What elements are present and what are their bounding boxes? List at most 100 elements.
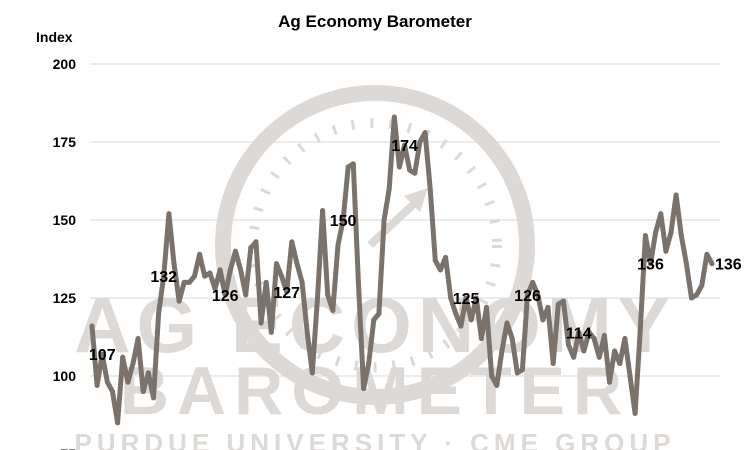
- data-point: [361, 385, 367, 391]
- data-label: 127: [273, 285, 300, 302]
- data-point: [232, 248, 238, 254]
- data-point: [514, 370, 520, 376]
- data-point: [535, 292, 541, 298]
- data-point: [591, 336, 597, 342]
- data-point: [694, 292, 700, 298]
- chart-title: Ag Economy Barometer: [278, 12, 472, 31]
- data-point: [489, 373, 495, 379]
- watermark-line3: PURDUE UNIVERSITY · CME GROUP: [74, 428, 675, 450]
- data-point: [612, 348, 618, 354]
- data-point: [632, 410, 638, 416]
- data-point: [678, 233, 684, 239]
- data-point: [663, 248, 669, 254]
- series-group: [89, 114, 715, 426]
- data-point: [617, 361, 623, 367]
- data-label: 126: [212, 288, 239, 305]
- data-point: [294, 261, 300, 267]
- data-label: 125: [453, 291, 480, 308]
- data-point: [320, 208, 326, 214]
- data-point: [637, 326, 643, 332]
- y-tick-label: 100: [53, 368, 77, 384]
- data-point: [468, 317, 474, 323]
- data-point: [104, 379, 110, 385]
- watermark-line2: BAROMETER: [120, 353, 630, 429]
- data-point: [607, 379, 613, 385]
- data-point: [427, 186, 433, 192]
- data-point: [325, 292, 331, 298]
- data-point: [478, 336, 484, 342]
- y-tick-labels: 75 100 125 150 175 200: [53, 56, 77, 450]
- data-point: [350, 161, 356, 167]
- data-point: [571, 354, 577, 360]
- data-point: [422, 130, 428, 136]
- data-point: [268, 329, 274, 335]
- data-point: [509, 336, 515, 342]
- data-point: [499, 348, 505, 354]
- data-point: [94, 382, 100, 388]
- data-point: [596, 354, 602, 360]
- data-point: [340, 217, 346, 223]
- data-point: [99, 351, 105, 357]
- data-point: [217, 267, 223, 273]
- data-point: [253, 239, 259, 245]
- data-point: [689, 295, 695, 301]
- data-point: [243, 292, 249, 298]
- data-point: [140, 389, 146, 395]
- data-point: [248, 245, 254, 251]
- data-point: [258, 320, 264, 326]
- data-point: [197, 251, 203, 257]
- data-point: [407, 167, 413, 173]
- y-tick-label: 200: [53, 56, 77, 72]
- data-point: [166, 211, 172, 217]
- data-point: [453, 311, 459, 317]
- data-point: [386, 186, 392, 192]
- data-point: [284, 289, 290, 295]
- data-label: 150: [330, 213, 357, 230]
- data-point: [191, 273, 197, 279]
- data-point: [566, 342, 572, 348]
- data-point: [417, 139, 423, 145]
- data-point: [458, 323, 464, 329]
- data-point: [402, 142, 408, 148]
- data-point: [704, 251, 710, 257]
- data-point: [330, 307, 336, 313]
- data-point: [709, 261, 715, 267]
- data-point: [222, 292, 228, 298]
- data-point: [212, 286, 218, 292]
- data-point: [653, 229, 659, 235]
- data-point: [668, 229, 674, 235]
- data-point: [494, 382, 500, 388]
- data-point: [432, 258, 438, 264]
- y-tick-label: 150: [53, 212, 77, 228]
- data-label: 174: [391, 138, 418, 155]
- data-point: [673, 192, 679, 198]
- data-point: [314, 295, 320, 301]
- data-point: [273, 261, 279, 267]
- data-point: [627, 373, 633, 379]
- data-point: [473, 295, 479, 301]
- data-point: [504, 320, 510, 326]
- data-point: [381, 217, 387, 223]
- data-point: [89, 323, 95, 329]
- data-point: [371, 317, 377, 323]
- data-point: [448, 295, 454, 301]
- data-point: [642, 233, 648, 239]
- data-point: [263, 279, 269, 285]
- data-point: [156, 311, 162, 317]
- data-point: [545, 304, 551, 310]
- data-point: [576, 329, 582, 335]
- watermark-gauge-ring: [215, 85, 535, 405]
- data-point: [115, 420, 121, 426]
- data-point: [463, 295, 469, 301]
- data-point: [622, 336, 628, 342]
- data-point: [484, 304, 490, 310]
- data-point: [150, 395, 156, 401]
- data-point: [207, 270, 213, 276]
- data-point: [279, 273, 285, 279]
- data-point: [125, 379, 131, 385]
- data-point: [238, 267, 244, 273]
- data-point: [366, 361, 372, 367]
- data-point: [186, 279, 192, 285]
- data-point: [581, 348, 587, 354]
